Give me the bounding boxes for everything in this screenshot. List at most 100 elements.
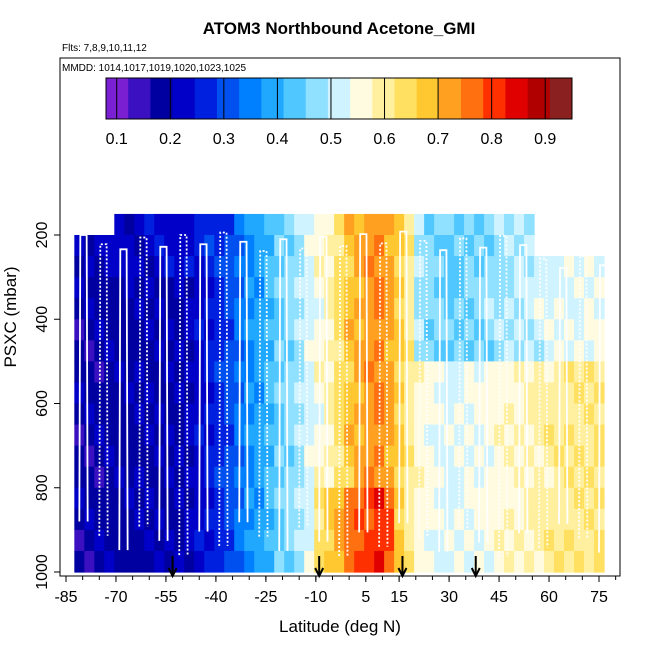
heatmap-cell: [514, 550, 525, 573]
flight-profile: [598, 264, 609, 553]
heatmap-cell: [264, 256, 275, 278]
heatmap-cell: [484, 550, 495, 573]
heatmap-cell: [384, 382, 395, 405]
heatmap-cell: [334, 550, 345, 573]
heatmap-cell: [134, 487, 145, 510]
heatmap-cell: [434, 213, 445, 236]
heatmap-cell: [434, 550, 445, 573]
colorbar-tick-label: 0.3: [213, 131, 235, 148]
heatmap-cell: [404, 550, 415, 573]
heatmap-cell: [534, 361, 545, 384]
heatmap-cell: [84, 235, 95, 257]
flights-note: Flts: 7,8,9,10,11,12: [62, 43, 147, 54]
heatmap-cell: [584, 340, 595, 362]
heatmap-cell: [164, 235, 175, 257]
heatmap-cell: [164, 487, 175, 510]
x-tick-label: -25: [254, 589, 277, 606]
heatmap-cell: [534, 277, 545, 299]
heatmap-cell: [104, 529, 115, 552]
heatmap-cell: [304, 508, 315, 531]
heatmap-cell: [284, 529, 295, 552]
y-tick-label: 200: [34, 222, 51, 249]
heatmap-cell: [144, 529, 155, 552]
heatmap-cell: [164, 298, 175, 320]
heatmap-cell: [534, 466, 545, 489]
heatmap-cell: [464, 213, 475, 236]
heatmap-cell: [544, 529, 555, 552]
heatmap-cell: [404, 361, 415, 384]
heatmap-cell: [334, 445, 345, 468]
heatmap-cell: [424, 529, 435, 552]
heatmap-cell: [274, 550, 285, 573]
heatmap-cell: [454, 361, 465, 384]
heatmap-cell: [104, 319, 115, 341]
heatmap-cell: [94, 361, 105, 384]
heatmap-cell: [284, 445, 295, 468]
heatmap-cell: [344, 424, 355, 447]
x-tick-label: -55: [154, 589, 177, 606]
y-axis-label: PSXC (mbar): [1, 266, 20, 367]
heatmap-cell: [354, 213, 365, 236]
heatmap-cell: [264, 382, 275, 405]
heatmap-cell: [144, 466, 155, 489]
heatmap-cell: [324, 340, 335, 362]
heatmap-cell: [144, 424, 155, 447]
heatmap-cell: [564, 508, 575, 531]
heatmap-cell: [134, 445, 145, 468]
heatmap-cell: [304, 445, 315, 468]
heatmap-cell: [364, 235, 375, 257]
heatmap-cell: [164, 550, 175, 573]
heatmap-cell: [224, 445, 235, 468]
heatmap-cell: [384, 256, 395, 278]
heatmap-cell: [524, 235, 535, 257]
heatmap-cell: [144, 298, 155, 320]
heatmap-cell: [554, 550, 565, 573]
colorbar-tick-label: 0.2: [159, 131, 181, 148]
heatmap-cell: [374, 529, 385, 552]
heatmap-cell: [304, 319, 315, 341]
heatmap-cell: [424, 424, 435, 447]
heatmap-cell: [444, 235, 455, 257]
heatmap-cell: [134, 550, 145, 573]
heatmap-cell: [184, 487, 195, 510]
heatmap-cell: [224, 298, 235, 320]
heatmap-cell: [484, 213, 495, 236]
heatmap-cell: [204, 550, 215, 573]
heatmap-cell: [184, 361, 195, 384]
heatmap-cell: [504, 235, 515, 257]
heatmap-cell: [344, 382, 355, 405]
heatmap-cell: [134, 277, 145, 299]
heatmap-cell: [584, 445, 595, 468]
heatmap-cell: [114, 213, 125, 236]
heatmap-cell: [364, 213, 375, 236]
heatmap-cell: [384, 508, 395, 531]
heatmap-cell: [464, 382, 475, 405]
heatmap-cell: [224, 213, 235, 236]
heatmap-cell: [474, 550, 485, 573]
heatmap-cell: [204, 319, 215, 341]
heatmap-cell: [284, 213, 295, 236]
heatmap-cell: [254, 466, 265, 489]
heatmap-cell: [134, 213, 145, 236]
heatmap-cell: [184, 319, 195, 341]
heatmap-cell: [344, 235, 355, 257]
heatmap-cell: [504, 256, 515, 278]
heatmap-cell: [324, 529, 335, 552]
heatmap-cell: [424, 487, 435, 510]
heatmap-cell: [204, 508, 215, 531]
heatmap-cell: [154, 213, 165, 236]
heatmap-cell: [524, 319, 535, 341]
heatmap-cell: [424, 319, 435, 341]
heatmap-cell: [184, 382, 195, 405]
heatmap-cell: [84, 487, 95, 510]
heatmap-cell: [404, 424, 415, 447]
heatmap-cell: [564, 256, 575, 278]
heatmap-cell: [294, 361, 305, 384]
heatmap-cell: [204, 256, 215, 278]
heatmap-cell: [504, 466, 515, 489]
heatmap-cell: [104, 550, 115, 573]
heatmap-cell: [84, 508, 95, 531]
x-tick-label: -40: [204, 589, 227, 606]
heatmap-cell: [544, 550, 555, 573]
x-axis: -85 -70 -55 -40 -25 -10 5 15 30 45 60 75: [54, 576, 617, 606]
